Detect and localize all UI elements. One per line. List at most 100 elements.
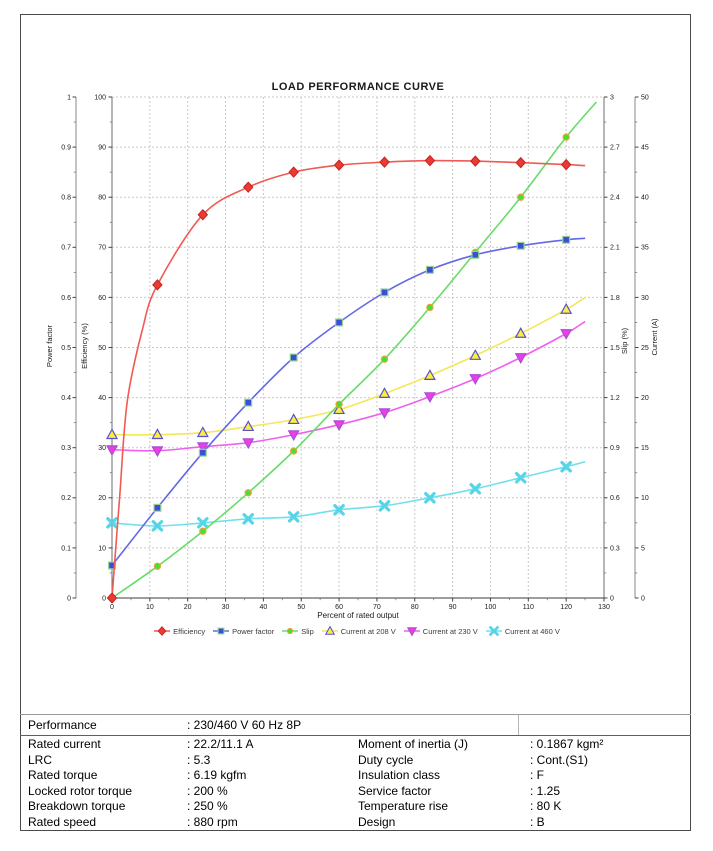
svg-text:2.7: 2.7 [610, 145, 620, 152]
spec-label: Rated torque [28, 768, 98, 783]
svg-text:10: 10 [641, 495, 649, 502]
spec-label: Rated current [28, 737, 101, 751]
svg-text:0: 0 [610, 595, 614, 602]
x-axis-title: Percent of rated output [317, 611, 399, 620]
spec-value: : 5.3 [187, 752, 211, 767]
svg-text:0.6: 0.6 [61, 295, 71, 302]
legend-label: Efficiency [173, 626, 206, 636]
legend-marker-slip [282, 627, 299, 635]
svg-text:60: 60 [335, 604, 343, 611]
svg-text:0.8: 0.8 [61, 195, 71, 202]
axis-title-pf: Power factor [45, 324, 54, 367]
svg-text:20: 20 [184, 604, 192, 611]
svg-text:30: 30 [98, 445, 106, 452]
axis-pf [72, 96, 77, 599]
legend-label: Slip [301, 626, 314, 636]
legend-marker-current-at-230-v [403, 627, 420, 637]
spec-value: : 1.25 [530, 783, 561, 798]
spec-value: : 80 K [530, 799, 562, 814]
spec-row: Locked rotor torque: 200 % Service factor… [20, 784, 691, 800]
legend-label: Power factor [232, 626, 275, 636]
chart-title: LOAD PERFORMANCE CURVE [272, 81, 445, 93]
spec-value: : Cont.(S1) [530, 752, 589, 767]
spec-label: Rated speed [28, 814, 97, 829]
svg-text:60: 60 [98, 295, 106, 302]
svg-text:0.7: 0.7 [61, 245, 71, 252]
load-performance-chart: 0 0.1 0.2 0.3 0.4 0.5 0.6 0.7 0.8 0.9 1 Power facto… [45, 81, 659, 620]
svg-text:70: 70 [98, 245, 106, 252]
legend-item-current-at-460-v: Current at 460 V [485, 625, 560, 637]
spec-value: : F [530, 768, 544, 783]
svg-text:100: 100 [94, 94, 106, 101]
svg-text:90: 90 [98, 145, 106, 152]
series-current-at-230-v [105, 320, 586, 458]
svg-text:0.5: 0.5 [61, 345, 71, 352]
axis-title-slip: Slip (%) [620, 327, 629, 354]
spec-label: Insulation class [358, 768, 441, 783]
svg-text:0: 0 [110, 604, 114, 611]
svg-text:120: 120 [560, 604, 572, 611]
svg-text:50: 50 [297, 604, 305, 611]
spec-row: Rated current : 22.2/11.1 A Moment of iner… [20, 737, 691, 753]
svg-text:0.9: 0.9 [61, 145, 71, 152]
svg-text:0.3: 0.3 [61, 445, 71, 452]
svg-text:0: 0 [641, 595, 645, 602]
series-power-factor [107, 235, 586, 570]
legend-marker-efficiency [154, 626, 171, 636]
svg-text:1.5: 1.5 [610, 345, 620, 352]
svg-text:90: 90 [449, 604, 457, 611]
svg-text:0: 0 [102, 595, 106, 602]
legend-item-current-at-208-v: Current at 208 V [321, 625, 396, 637]
svg-text:50: 50 [641, 94, 649, 101]
svg-text:0.9: 0.9 [610, 445, 620, 452]
chart-svg: 0 0.1 0.2 0.3 0.4 0.5 0.6 0.7 0.8 0.9 1 Power facto… [45, 81, 659, 620]
svg-text:30: 30 [641, 295, 649, 302]
svg-text:10: 10 [146, 604, 154, 611]
spec-row: LRC: 5.3 Duty cycle: Cont.(S1) [20, 753, 691, 769]
spec-label: Moment of inertia (J) [358, 737, 469, 751]
svg-text:1.8: 1.8 [610, 295, 620, 302]
svg-text:30: 30 [222, 604, 230, 611]
legend-item-current-at-230-v: Current at 230 V [403, 625, 478, 637]
legend-item-slip: Slip [281, 625, 314, 637]
legend-label: Current at 208 V [340, 626, 396, 636]
svg-text:40: 40 [259, 604, 267, 611]
spec-row: Breakdown torque: 250 % Temperature rise:… [20, 799, 691, 815]
spec-value: : 200 % [187, 783, 228, 798]
axis-slip [604, 96, 608, 599]
x-axis [111, 598, 605, 602]
series-current-at-460-v [106, 460, 586, 532]
svg-text:80: 80 [411, 604, 419, 611]
spec-value: : 880 rpm [187, 814, 238, 829]
legend-item-power-factor: Power factor [212, 625, 274, 637]
performance-row: Performance : 230/460 V 60 Hz 8P [20, 715, 691, 736]
chart-legend: Efficiency Power factor Slip Current at 208… [0, 625, 713, 637]
legend-marker-current-at-460-v [485, 626, 502, 636]
series-current-at-208-v [105, 296, 586, 440]
svg-text:0.3: 0.3 [610, 545, 620, 552]
spec-label: Design [358, 814, 396, 829]
spec-value: : 22.2/11.1 A [187, 737, 254, 751]
spec-label: LRC [28, 752, 53, 767]
svg-text:50: 50 [98, 345, 106, 352]
svg-text:0.1: 0.1 [61, 545, 71, 552]
spec-row: Rated speed: 880 rpm Design: B [20, 815, 691, 831]
svg-text:0.4: 0.4 [61, 395, 71, 402]
svg-text:0.6: 0.6 [610, 495, 620, 502]
spec-value: : 250 % [187, 799, 228, 814]
svg-text:1: 1 [67, 94, 71, 101]
svg-text:0: 0 [67, 595, 71, 602]
svg-text:110: 110 [523, 604, 534, 611]
svg-text:2.1: 2.1 [610, 245, 620, 252]
table-rule-top [20, 714, 691, 715]
spec-table: Performance : 230/460 V 60 Hz 8P Rated c… [20, 714, 691, 831]
spec-row: Rated torque: 6.19 kgfm Insulation class:… [20, 768, 691, 784]
svg-text:15: 15 [641, 445, 649, 452]
performance-value: : 230/460 V 60 Hz 8P [187, 718, 302, 732]
svg-text:80: 80 [98, 195, 106, 202]
svg-text:1.2: 1.2 [610, 395, 620, 402]
spec-label: Breakdown torque [28, 799, 126, 814]
legend-marker-power-factor [213, 627, 230, 635]
legend-item-efficiency: Efficiency [153, 625, 205, 637]
series-slip [108, 101, 598, 602]
